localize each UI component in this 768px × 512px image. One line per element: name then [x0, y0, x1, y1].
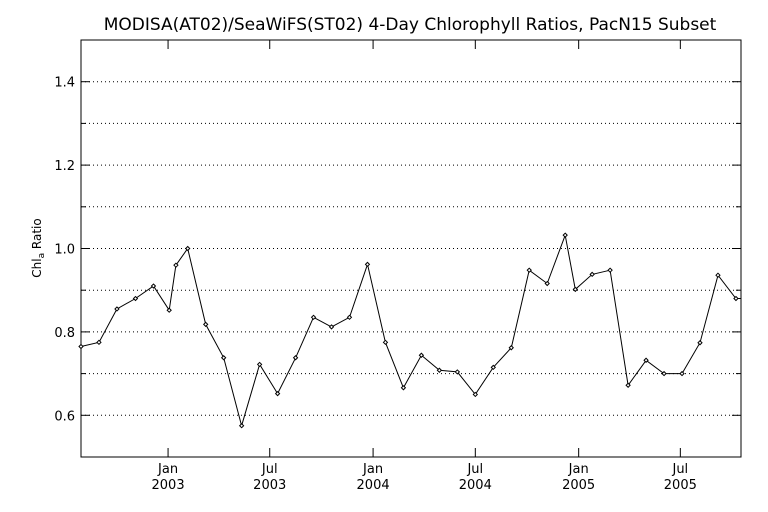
data-point	[679, 370, 685, 377]
x-tick-label-month: Jul	[671, 462, 688, 477]
x-tick-label-month: Jul	[466, 462, 483, 477]
x-tick-label-month: Jan	[362, 462, 383, 477]
y-tick-label: 1.2	[54, 159, 75, 174]
data-point	[715, 272, 721, 278]
data-point	[166, 307, 172, 313]
data-point	[238, 423, 245, 429]
data-point	[364, 261, 371, 268]
data-point	[292, 355, 299, 361]
y-tick-label: 0.6	[54, 409, 75, 424]
y-axis-label-subscript: a	[37, 253, 47, 259]
data-point	[508, 345, 514, 351]
x-tick-label-year: 2005	[664, 478, 697, 493]
x-tick-label-year: 2005	[562, 478, 595, 493]
data-point	[202, 321, 209, 328]
x-tick-label-month: Jan	[157, 462, 178, 477]
chart-title: MODISA(AT02)/SeaWiFS(ST02) 4-Day Chlorop…	[104, 15, 717, 35]
x-axis-ticks: Jan2003Jul2003Jan2004Jul2004Jan2005Jul20…	[152, 40, 697, 493]
data-point	[572, 286, 579, 293]
x-tick-label-year: 2003	[152, 478, 185, 493]
data-point	[490, 364, 496, 371]
data-series	[78, 232, 741, 429]
data-point	[697, 340, 703, 346]
data-point	[220, 355, 227, 361]
data-point	[643, 357, 649, 363]
data-point	[150, 283, 157, 289]
data-point	[607, 267, 613, 273]
data-point	[173, 262, 179, 268]
y-axis-label: Chla Ratio	[30, 218, 47, 277]
data-point	[114, 306, 120, 312]
x-tick-label-year: 2003	[253, 478, 286, 493]
data-point	[562, 232, 568, 238]
data-point	[418, 352, 425, 358]
data-point	[436, 367, 443, 373]
data-point	[78, 343, 84, 350]
x-tick-label-year: 2004	[459, 478, 492, 493]
data-point	[382, 339, 389, 346]
x-tick-label-month: Jul	[261, 462, 278, 477]
data-point	[661, 370, 667, 377]
data-point	[185, 245, 191, 252]
data-point	[328, 324, 335, 330]
data-point	[733, 295, 739, 302]
data-point	[589, 271, 595, 278]
data-point	[625, 382, 631, 388]
data-point	[544, 280, 550, 287]
plot-frame	[80, 39, 742, 458]
data-point	[256, 361, 263, 368]
y-axis-label-main: Chl	[30, 258, 44, 277]
x-tick-label-month: Jan	[568, 462, 589, 477]
x-tick-label-year: 2004	[357, 478, 390, 493]
y-tick-label: 1.0	[54, 243, 75, 258]
data-point	[132, 295, 139, 302]
data-point	[310, 314, 317, 321]
data-point	[400, 385, 407, 391]
series-line	[80, 233, 741, 428]
data-point	[346, 314, 353, 321]
data-point	[274, 390, 281, 397]
data-point	[472, 391, 479, 398]
y-axis-ticks: 0.6 0.8 1.0 1.2 1.4	[54, 76, 741, 424]
data-point	[454, 369, 461, 375]
y-tick-label: 1.4	[54, 76, 75, 91]
y-tick-label: 0.8	[54, 326, 75, 341]
data-point	[526, 267, 532, 273]
y-axis-label-rest: Ratio	[30, 218, 44, 253]
data-point	[96, 339, 102, 346]
